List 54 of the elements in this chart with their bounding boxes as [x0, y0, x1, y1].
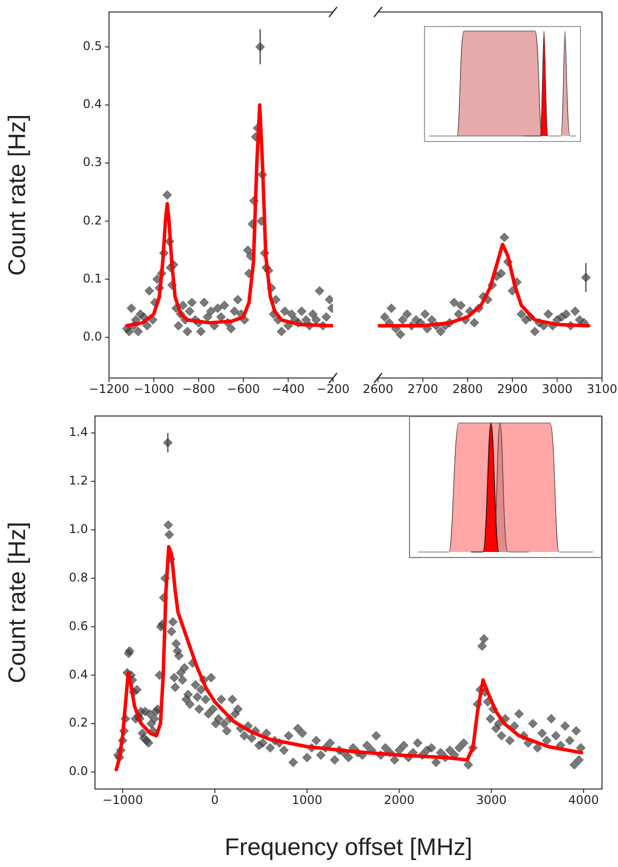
x-tick-label: −600: [226, 382, 260, 396]
y-tick-label: 0.2: [68, 716, 88, 730]
y-axis-title: Count rate [Hz]: [4, 522, 32, 684]
x-tick-label: 3000: [476, 793, 507, 808]
point: [386, 304, 396, 314]
point: [398, 315, 408, 325]
point: [436, 326, 446, 336]
point: [530, 326, 540, 336]
y-tick-label: 0.0: [68, 764, 88, 778]
x-tick-label: 3100: [586, 382, 618, 396]
x-tick-label: 2800: [452, 382, 483, 396]
point: [454, 309, 464, 319]
x-tick-label: 2700: [408, 382, 438, 396]
point: [500, 232, 510, 242]
y-tick-label: 1.4: [68, 425, 88, 440]
point: [470, 318, 480, 328]
point: [570, 306, 580, 316]
point: [561, 309, 571, 319]
y-tick-label: 1.0: [68, 522, 88, 536]
point: [402, 309, 412, 319]
point: [449, 298, 459, 308]
y-tick-label: 0.4: [68, 667, 88, 682]
y-tick-label: 0.0: [82, 329, 102, 344]
x-tick-label: 2000: [384, 793, 414, 808]
x-tick-label: −400: [272, 382, 305, 396]
x-tick-label: −1200: [88, 382, 130, 396]
point: [496, 268, 506, 278]
y-tick-label: 0.6: [68, 618, 88, 633]
point: [380, 312, 390, 322]
x-tick-label: −800: [182, 382, 216, 396]
y-tick-label: 0.8: [68, 570, 88, 584]
x-tick-label: 1000: [292, 793, 322, 808]
x-axis-title: Frequency offset [MHz]: [224, 834, 472, 862]
point: [543, 309, 553, 319]
y-tick-label: 0.4: [82, 97, 102, 112]
y-tick-label: 0.1: [82, 271, 102, 286]
x-tick-label: −1000: [102, 793, 143, 808]
y-tick-label: 1.2: [68, 474, 88, 488]
x-tick-label: 2600: [362, 382, 394, 396]
point: [456, 300, 466, 310]
x-tick-label: 3000: [542, 382, 572, 396]
x-tick-label: 4000: [568, 793, 599, 808]
x-tick-label: −1000: [134, 382, 174, 396]
y-tick-label: 0.3: [82, 155, 102, 170]
y-tick-label: 0.2: [82, 213, 102, 228]
y-axis-title: Count rate [Hz]: [4, 114, 32, 276]
y-tick-label: 0.5: [82, 38, 102, 53]
point: [516, 309, 526, 319]
x-tick-label: −200: [316, 382, 350, 396]
x-tick-label: 2900: [497, 382, 528, 396]
point: [396, 330, 406, 340]
x-tick-label: 0: [211, 793, 219, 808]
point: [420, 309, 430, 319]
point: [427, 315, 437, 325]
